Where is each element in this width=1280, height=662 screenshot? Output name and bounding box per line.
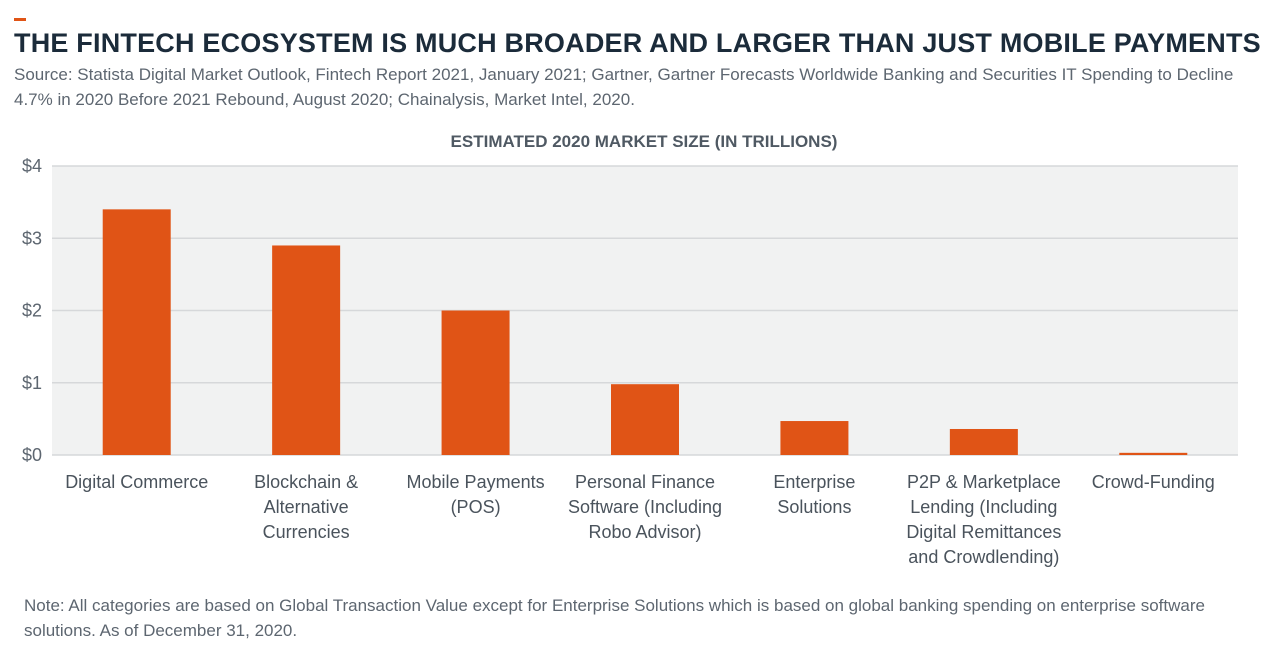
bar bbox=[949, 428, 1018, 455]
bar bbox=[441, 310, 510, 455]
x-tick-label: Enterprise Solutions bbox=[773, 472, 855, 517]
x-tick-label: Personal Finance Software (Including Robo … bbox=[568, 472, 722, 542]
chart-title: ESTIMATED 2020 MARKET SIZE (IN TRILLIONS… bbox=[451, 132, 838, 151]
bar bbox=[611, 384, 679, 455]
y-tick-label: $0 bbox=[22, 445, 42, 465]
y-tick-label: $1 bbox=[22, 373, 42, 393]
accent-mark bbox=[14, 18, 26, 21]
bar bbox=[102, 209, 171, 455]
x-tick-label: Blockchain & Alternative Currencies bbox=[254, 472, 358, 542]
bar bbox=[780, 421, 849, 455]
bar bbox=[1119, 452, 1188, 455]
source-citation: Source: Statista Digital Market Outlook,… bbox=[14, 65, 1234, 109]
bar-chart: ESTIMATED 2020 MARKET SIZE (IN TRILLIONS… bbox=[22, 132, 1238, 567]
footnote: Note: All categories are based on Global… bbox=[24, 596, 1205, 640]
x-tick-label: Mobile Payments (POS) bbox=[407, 472, 545, 517]
bar bbox=[272, 245, 341, 455]
x-tick-label: P2P & Marketplace Lending (Including Digit… bbox=[906, 472, 1061, 567]
y-tick-label: $3 bbox=[22, 228, 42, 248]
page-title: THE FINTECH ECOSYSTEM IS MUCH BROADER AN… bbox=[14, 28, 1261, 58]
x-tick-label: Crowd-Funding bbox=[1092, 472, 1215, 492]
y-tick-label: $2 bbox=[22, 301, 42, 321]
y-tick-label: $4 bbox=[22, 156, 42, 176]
x-tick-label: Digital Commerce bbox=[65, 472, 208, 492]
